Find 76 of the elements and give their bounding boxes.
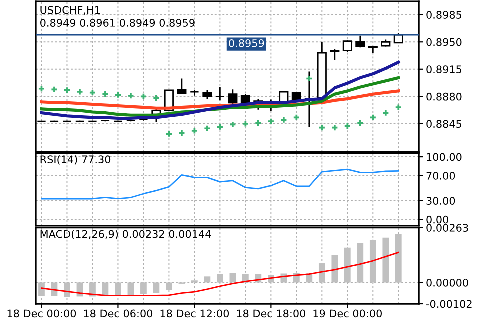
candlestick — [190, 90, 200, 97]
point — [179, 130, 185, 136]
bar — [344, 248, 351, 283]
point — [306, 76, 312, 82]
bar — [332, 255, 338, 283]
bar — [318, 264, 326, 283]
point — [281, 117, 287, 123]
candlestick — [228, 88, 238, 106]
chart-title: USDCHF,H1 — [40, 6, 100, 16]
bar — [382, 238, 390, 283]
point — [204, 126, 210, 132]
bar — [395, 234, 402, 283]
point — [294, 114, 300, 120]
point — [358, 120, 364, 126]
bar — [357, 243, 364, 283]
candlestick — [215, 86, 225, 102]
x-tick-label: 18 Dec 00:00 — [8, 310, 76, 318]
bar — [153, 282, 160, 294]
x-tick-label: 19 Dec 00:00 — [314, 310, 382, 318]
point — [38, 86, 45, 92]
x-tick-label: 18 Dec 18:00 — [237, 310, 306, 318]
point — [383, 110, 389, 116]
bar — [64, 282, 70, 298]
x-tick-label: 18 Dec 06:00 — [84, 310, 153, 318]
point — [128, 93, 134, 99]
point — [319, 125, 325, 131]
point — [396, 104, 402, 110]
candlestick — [342, 40, 352, 53]
y-tick-label: -0.00102 — [426, 300, 472, 308]
candlestick — [330, 48, 340, 61]
bar — [230, 273, 236, 283]
chart-title: RSI(14) 77.30 — [40, 155, 111, 165]
point — [115, 92, 121, 98]
point — [242, 121, 248, 127]
point — [370, 114, 376, 120]
point — [230, 122, 236, 128]
point — [217, 124, 223, 130]
bar — [140, 282, 147, 294]
y-tick-label: 0.00000 — [426, 278, 468, 287]
line-series — [41, 252, 400, 296]
bar — [166, 282, 172, 290]
point — [268, 118, 274, 124]
point — [52, 86, 58, 92]
point — [166, 131, 172, 137]
bar — [370, 240, 376, 283]
y-tick-label: 0.8985 — [426, 11, 462, 19]
point — [64, 88, 70, 94]
text: 0.8949 0.8961 0.8949 0.8959 — [40, 19, 195, 27]
y-tick-label: 0.8880 — [426, 92, 462, 101]
y-tick-label: 0.8915 — [426, 66, 462, 74]
point — [154, 95, 160, 102]
bar — [38, 282, 45, 296]
point — [140, 94, 146, 100]
point — [332, 125, 338, 131]
bar — [128, 282, 134, 296]
candlestick — [177, 78, 187, 96]
y-tick-label: 0.8950 — [426, 38, 462, 46]
chart-title: MACD(12,26,9) 0.00232 0.00144 — [40, 230, 212, 240]
ref-line-label: 0.8959 — [229, 39, 264, 48]
x-tick-label: 18 Dec 12:00 — [160, 310, 230, 318]
point — [102, 92, 108, 98]
point — [256, 120, 262, 126]
bar — [217, 274, 224, 283]
bar — [204, 276, 211, 283]
point — [77, 89, 83, 95]
bar — [115, 282, 122, 296]
line-series — [41, 168, 400, 200]
y-tick-label: 100.00 — [427, 153, 462, 162]
y-tick-label: 70.00 — [426, 172, 456, 180]
y-tick-label: 0.00263 — [426, 224, 468, 232]
y-tick-label: 0.00 — [426, 216, 448, 224]
y-tick-label: 0.8845 — [426, 120, 462, 128]
y-tick-label: 30.00 — [426, 197, 456, 205]
point — [344, 124, 350, 130]
point — [192, 128, 198, 134]
line-series — [40, 60, 400, 120]
